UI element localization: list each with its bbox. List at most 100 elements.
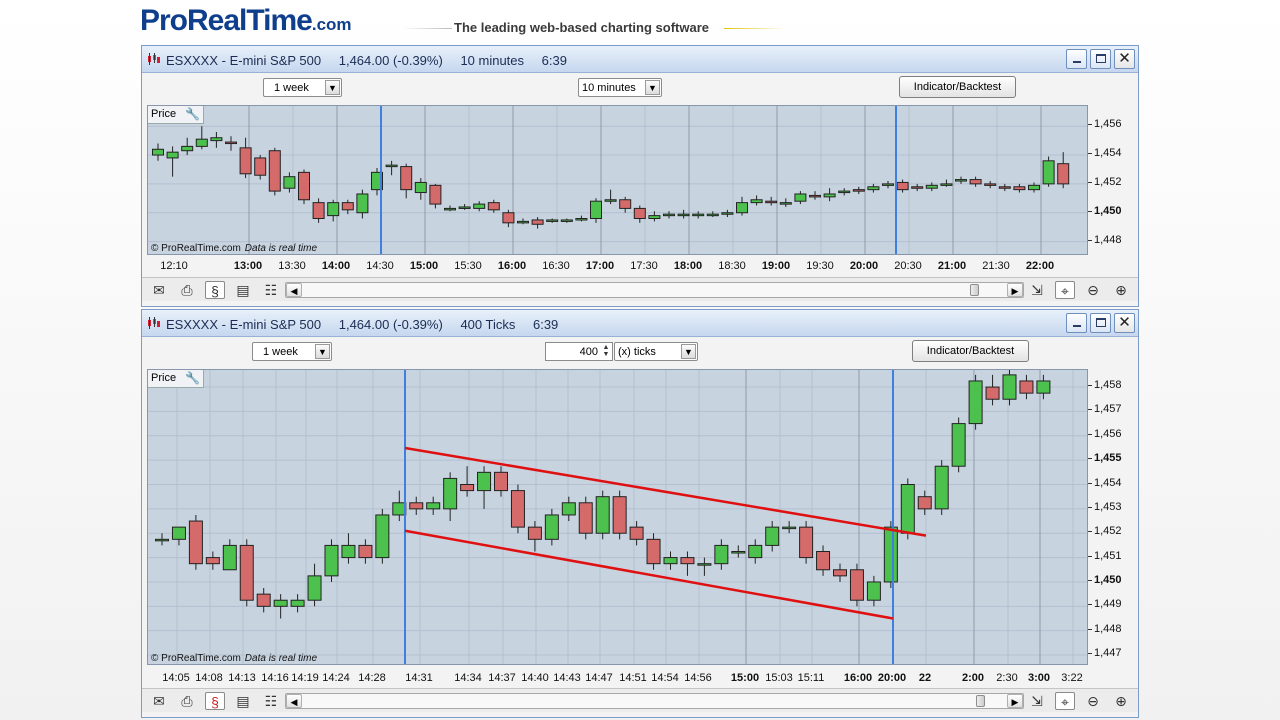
price-plot[interactable]: Price 🔧 © ProRealTime.com Data is real ti… <box>147 105 1088 255</box>
time-axis[interactable]: 12:10 13:00 13:30 14:00 14:30 15:00 15:30 16:00… <box>147 259 1088 275</box>
candle[interactable] <box>590 198 602 223</box>
tick-unit-select[interactable]: (x) ticks ▼ <box>614 342 698 361</box>
candle[interactable] <box>222 539 237 571</box>
candle[interactable] <box>612 490 627 540</box>
maximize-button[interactable] <box>1090 313 1111 333</box>
candle[interactable] <box>400 163 413 199</box>
candle[interactable] <box>312 198 325 223</box>
candle[interactable] <box>663 551 678 570</box>
candle[interactable] <box>1002 370 1017 406</box>
candle[interactable] <box>578 496 593 540</box>
list-icon[interactable]: ☷ <box>264 282 278 298</box>
candle[interactable] <box>324 539 339 582</box>
candle[interactable] <box>731 545 746 558</box>
stepper-arrows-icon[interactable]: ▲ ▼ <box>602 344 610 358</box>
candle[interactable] <box>896 179 909 193</box>
zoom-select-icon[interactable]: ⌖ <box>1055 692 1075 710</box>
candle[interactable] <box>1019 374 1034 400</box>
candle[interactable] <box>838 188 851 196</box>
candle[interactable] <box>849 563 864 607</box>
close-button[interactable]: ✕ <box>1114 313 1135 333</box>
candle[interactable] <box>560 218 573 223</box>
candle[interactable] <box>283 172 296 193</box>
candle[interactable] <box>629 521 644 546</box>
mail-icon[interactable]: ✉ <box>153 693 165 709</box>
candle[interactable] <box>697 557 712 576</box>
candle[interactable] <box>951 417 966 473</box>
candle[interactable] <box>765 196 778 206</box>
candle[interactable] <box>510 484 525 534</box>
candle[interactable] <box>429 183 442 209</box>
trend-channel-line[interactable] <box>404 529 894 620</box>
candle[interactable] <box>171 526 186 546</box>
horizontal-scrollbar[interactable]: ◀ ▶ <box>285 282 1024 298</box>
wrench-icon[interactable]: 🔧 <box>185 107 200 121</box>
candle[interactable] <box>375 508 390 564</box>
autoscale-icon[interactable]: ⇲ <box>1031 282 1043 298</box>
scroll-thumb[interactable] <box>976 695 985 707</box>
candle[interactable] <box>984 181 997 189</box>
candle[interactable] <box>502 209 515 228</box>
candle[interactable] <box>385 160 398 176</box>
candle[interactable] <box>307 563 322 607</box>
candle[interactable] <box>298 169 310 205</box>
export-icon[interactable]: ▤ <box>236 282 250 298</box>
scroll-right-icon[interactable]: ▶ <box>1007 694 1023 708</box>
candle[interactable] <box>809 191 821 200</box>
candle[interactable] <box>239 137 252 179</box>
scroll-left-icon[interactable]: ◀ <box>286 283 302 297</box>
candle[interactable] <box>155 533 169 546</box>
candle[interactable] <box>677 209 690 219</box>
candle[interactable] <box>799 521 814 564</box>
maximize-button[interactable] <box>1090 49 1111 69</box>
candle[interactable] <box>371 168 383 196</box>
candle[interactable] <box>268 147 281 196</box>
tick-count-stepper[interactable]: 400 ▲ ▼ <box>545 342 613 361</box>
candle[interactable] <box>883 521 898 589</box>
candle[interactable] <box>561 496 576 522</box>
candle[interactable] <box>254 155 267 180</box>
candle[interactable] <box>833 563 847 582</box>
wrench-icon[interactable]: 🔧 <box>185 371 200 385</box>
candle[interactable] <box>527 521 542 552</box>
candle[interactable] <box>911 183 924 192</box>
candle[interactable] <box>934 460 949 515</box>
window-titlebar[interactable]: ESXXXX - E-mini S&P 500 1,464.00 (-0.39%… <box>142 46 1138 73</box>
candle[interactable] <box>940 179 953 187</box>
zoom-out-icon[interactable]: ⊖ <box>1087 282 1099 298</box>
candle[interactable] <box>195 126 208 150</box>
candle[interactable] <box>290 594 305 613</box>
candle[interactable] <box>1036 374 1051 400</box>
candle[interactable] <box>925 182 938 192</box>
candle[interactable] <box>748 539 763 564</box>
candle[interactable] <box>867 183 880 193</box>
candle[interactable] <box>706 211 719 218</box>
candle[interactable] <box>882 181 894 189</box>
time-axis[interactable]: 14:05 14:08 14:13 14:16 14:19 14:24 14:28 14:31… <box>147 671 1088 687</box>
trend-channel-line[interactable] <box>404 446 927 537</box>
candle[interactable] <box>794 191 807 205</box>
candle[interactable] <box>392 490 407 522</box>
candle[interactable] <box>1013 183 1026 193</box>
candle[interactable] <box>188 514 203 570</box>
candle[interactable] <box>458 204 471 210</box>
zoom-in-icon[interactable]: ⊕ <box>1115 693 1127 709</box>
candle[interactable] <box>494 466 508 497</box>
candle[interactable] <box>517 218 529 225</box>
candle[interactable] <box>341 199 354 215</box>
print-icon[interactable]: ⎙ <box>181 282 193 298</box>
export-icon[interactable]: ▤ <box>236 693 250 709</box>
candle[interactable] <box>750 195 763 206</box>
candle[interactable] <box>273 594 288 619</box>
interval-select[interactable]: 10 minutes ▼ <box>578 78 662 97</box>
candle[interactable] <box>782 521 797 534</box>
candle[interactable] <box>544 508 559 546</box>
candle[interactable] <box>633 205 646 223</box>
candle[interactable] <box>816 545 831 576</box>
period-select[interactable]: 1 week ▼ <box>263 78 342 97</box>
candle[interactable] <box>955 176 967 184</box>
link-icon[interactable]: § <box>205 281 225 299</box>
indicator-backtest-button[interactable]: Indicator/Backtest <box>899 76 1016 98</box>
scroll-left-icon[interactable]: ◀ <box>286 694 302 708</box>
candle[interactable] <box>473 201 486 212</box>
